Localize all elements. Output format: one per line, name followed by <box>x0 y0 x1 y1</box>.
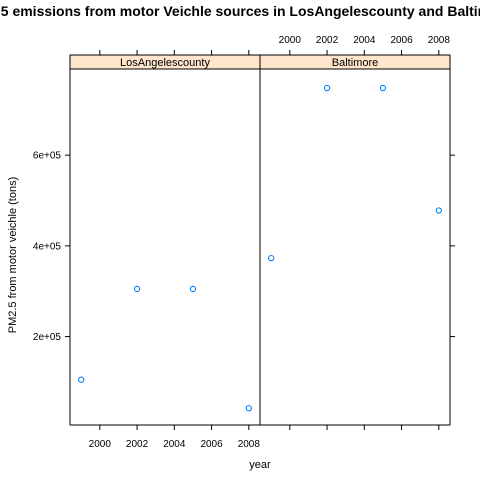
strip-label-baltimore: Baltimore <box>332 57 378 69</box>
y-tick-label: 2e+05 <box>33 332 62 343</box>
x-tick-label: 2006 <box>200 439 223 450</box>
panel-frame-baltimore <box>259 68 451 426</box>
x-tick-label: 2000 <box>89 439 112 450</box>
x-tick-label: 2004 <box>163 439 186 450</box>
y-tick-label: 6e+05 <box>33 151 62 162</box>
x-axis-label: year <box>249 459 271 471</box>
x-tick-label: 2002 <box>126 439 149 450</box>
panel-frame-losangelescounty <box>69 68 261 426</box>
data-point <box>245 405 252 412</box>
x-tick-label: 2008 <box>238 439 261 450</box>
data-point <box>189 285 197 293</box>
y-tick-label: 4e+05 <box>33 241 62 252</box>
data-point <box>323 84 331 92</box>
points-layer <box>78 84 442 412</box>
x-tick-label: 2002 <box>316 35 339 46</box>
data-point <box>133 285 141 293</box>
x-tick-label: 2004 <box>353 35 376 46</box>
panels-layer: LosAngelescounty Baltimore <box>69 54 451 426</box>
x-tick-label: 2008 <box>428 35 451 46</box>
strip-label-losangelescounty: LosAngelescounty <box>120 57 210 69</box>
chart-title: PM2.5 emissions from motor Veichle sourc… <box>0 3 480 19</box>
data-point <box>78 376 85 383</box>
data-point <box>268 254 275 262</box>
data-point <box>435 207 442 214</box>
x-tick-label: 2000 <box>279 35 302 46</box>
x-tick-label: 2006 <box>390 35 413 46</box>
y-axis-label: PM2.5 from motor veichle (tons) <box>7 177 19 334</box>
axes-layer: 2000 2002 2004 2006 2008 2000 2002 2004 2006 2008… <box>33 35 455 450</box>
data-point <box>379 84 387 92</box>
